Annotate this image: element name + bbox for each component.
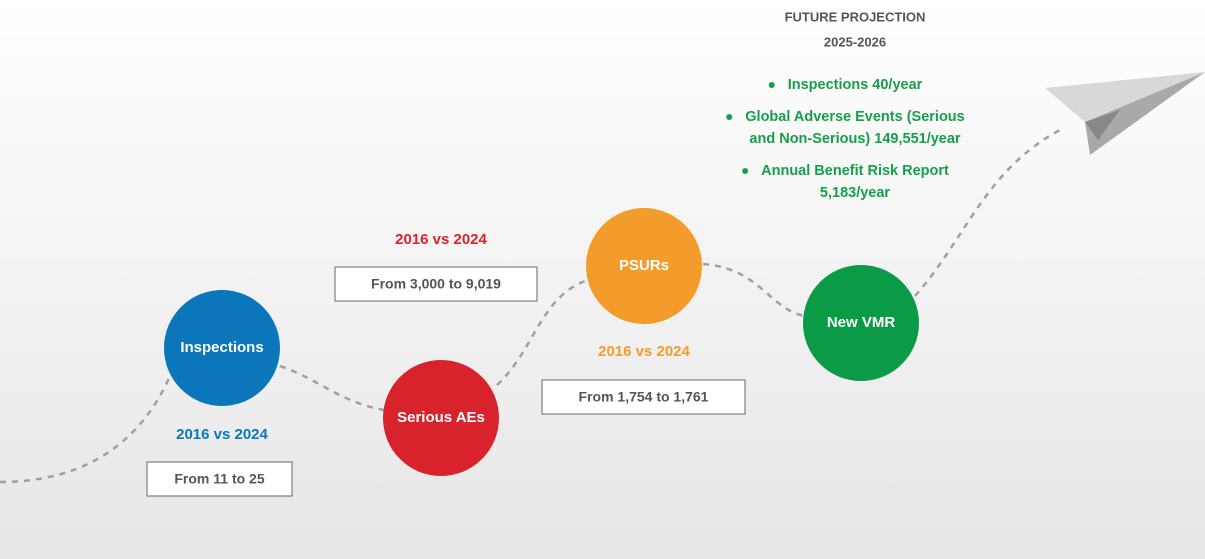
bullet-dot	[742, 168, 749, 174]
range-text: From 1,754 to 1,761	[579, 389, 709, 405]
milestone-label: PSURs	[619, 257, 669, 274]
projection-bullet: Global Adverse Events (Serious	[745, 109, 964, 125]
range-text: From 11 to 25	[174, 471, 264, 487]
milestone-circle	[164, 290, 280, 406]
milestone-label: Inspections	[180, 339, 263, 356]
range-box	[541, 379, 746, 415]
projection-bullet: Inspections 40/year	[788, 77, 923, 93]
milestone-circle	[586, 208, 702, 324]
milestone-label: Serious AEs	[397, 409, 485, 426]
milestone-period: 2016 vs 2024	[176, 426, 268, 443]
milestone-period: 2016 vs 2024	[395, 231, 487, 248]
projection-bullet: and Non-Serious) 149,551/year	[749, 131, 960, 147]
projection-years: 2025-2026	[824, 34, 886, 49]
projection-bullet: Annual Benefit Risk Report	[761, 163, 949, 179]
milestone-label: New VMR	[827, 314, 896, 331]
range-box	[334, 266, 538, 302]
milestone-circle	[383, 360, 499, 476]
path-line	[0, 128, 1061, 484]
projection-title: FUTURE PROJECTION	[785, 9, 926, 24]
bullet-dot	[768, 82, 775, 88]
bullet-dot	[726, 114, 733, 120]
paper-plane	[1045, 72, 1205, 155]
range-box	[146, 461, 293, 497]
range-text: From 3,000 to 9,019	[371, 276, 501, 292]
milestone-period: 2016 vs 2024	[598, 343, 690, 360]
milestone-circle	[803, 265, 919, 381]
projection-bullet: 5,183/year	[820, 185, 891, 201]
